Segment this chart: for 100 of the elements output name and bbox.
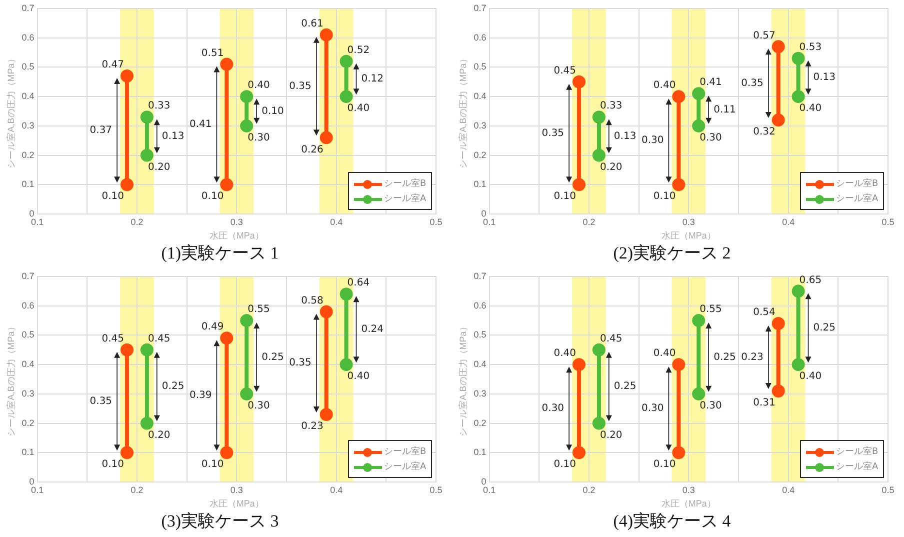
point bbox=[240, 119, 254, 132]
y-tick-label: 0.1 bbox=[22, 447, 34, 458]
point bbox=[772, 384, 785, 398]
y-axis-title: シール室A,Bの圧力（MPa） bbox=[6, 322, 16, 436]
x-axis-title: 水圧（MPa） bbox=[661, 498, 716, 509]
data-label: 0.33 bbox=[148, 100, 170, 112]
y-tick-label: 0.7 bbox=[22, 2, 34, 13]
legend-label: シール室B bbox=[836, 178, 878, 190]
annotation: 0.41 bbox=[189, 119, 212, 130]
point bbox=[120, 343, 134, 356]
point bbox=[120, 446, 134, 460]
text: (2)実験ケース 2 bbox=[613, 243, 731, 262]
y-tick-label: 0.6 bbox=[22, 32, 34, 42]
y-tick-label: 0.1 bbox=[474, 179, 486, 190]
annotation: 0.24 bbox=[361, 324, 384, 335]
x-tick-label: 0.4 bbox=[330, 484, 343, 495]
annotation: 0.30 bbox=[641, 135, 664, 146]
data-label: 0.30 bbox=[248, 400, 270, 412]
annotation: 0.13 bbox=[813, 72, 836, 84]
y-tick-label: 0.7 bbox=[474, 2, 486, 13]
y-tick-label: 0 bbox=[29, 476, 34, 486]
annotation: 0.35 bbox=[289, 358, 312, 369]
data-label: 0.51 bbox=[201, 48, 224, 59]
x-tick-label: 0.3 bbox=[682, 484, 695, 495]
point bbox=[772, 316, 785, 330]
data-label: 0.45 bbox=[148, 333, 170, 344]
point bbox=[220, 332, 234, 345]
legend-label: シール室B bbox=[836, 446, 878, 458]
text: (3)実験ケース 3 bbox=[161, 511, 279, 530]
annotation: 0.25 bbox=[262, 352, 284, 363]
point bbox=[120, 178, 134, 192]
y-tick-label: 0.2 bbox=[474, 150, 486, 160]
x-tick-label: 0.4 bbox=[782, 216, 795, 227]
x-axis-title: 水圧（MPa） bbox=[661, 230, 716, 241]
legend-label: シール室A bbox=[384, 192, 426, 205]
data-label: 0.49 bbox=[201, 322, 224, 333]
annotation: 0.35 bbox=[289, 80, 312, 92]
point bbox=[772, 114, 785, 127]
point bbox=[140, 343, 154, 356]
data-label: 0.54 bbox=[753, 307, 776, 318]
annotation: 0.35 bbox=[542, 128, 564, 139]
y-tick-label: 0.2 bbox=[22, 418, 34, 428]
annotation: 0.25 bbox=[614, 381, 636, 392]
y-axis-title: シール室A,Bの圧力（MPa） bbox=[458, 54, 468, 168]
data-label: 0.31 bbox=[753, 398, 776, 409]
point bbox=[672, 358, 686, 372]
point bbox=[320, 28, 333, 42]
y-tick-label: 0.5 bbox=[474, 330, 486, 340]
legend-label: シール室A bbox=[384, 460, 426, 473]
data-label: 0.40 bbox=[799, 371, 822, 382]
point bbox=[220, 58, 234, 71]
point bbox=[340, 90, 353, 104]
annotation: 0.13 bbox=[162, 130, 184, 142]
data-label: 0.40 bbox=[347, 103, 370, 114]
data-label: 0.64 bbox=[347, 278, 370, 289]
x-tick-label: 0.5 bbox=[882, 484, 894, 495]
data-label: 0.33 bbox=[600, 100, 622, 112]
annotation: 0.11 bbox=[714, 104, 736, 116]
text: (4)実験ケース 4 bbox=[613, 511, 732, 530]
data-label: 0.45 bbox=[554, 65, 576, 76]
y-tick-label: 0.4 bbox=[22, 359, 34, 370]
y-tick-label: 0.5 bbox=[22, 62, 34, 72]
data-label: 0.40 bbox=[799, 103, 822, 114]
point bbox=[572, 75, 586, 88]
y-tick-label: 0.3 bbox=[22, 120, 34, 130]
data-label: 0.40 bbox=[653, 348, 676, 360]
y-tick-label: 0.3 bbox=[474, 388, 486, 398]
annotation: 0.23 bbox=[741, 352, 764, 363]
point bbox=[240, 387, 254, 400]
y-tick-label: 0 bbox=[481, 476, 486, 486]
data-label: 0.23 bbox=[301, 421, 324, 432]
data-label: 0.55 bbox=[248, 304, 270, 316]
data-label: 0.45 bbox=[600, 333, 622, 344]
x-tick-label: 0.2 bbox=[582, 484, 596, 495]
y-tick-label: 0.4 bbox=[474, 91, 486, 102]
point bbox=[320, 305, 333, 318]
annotation: 0.25 bbox=[714, 352, 736, 363]
point bbox=[340, 54, 353, 68]
point bbox=[140, 110, 154, 124]
point bbox=[140, 416, 154, 430]
annotation: 0.12 bbox=[361, 74, 384, 85]
data-label: 0.10 bbox=[102, 191, 124, 202]
data-label: 0.30 bbox=[700, 132, 722, 144]
annotation: 0.10 bbox=[262, 106, 284, 117]
legend-label: シール室B bbox=[384, 446, 426, 458]
data-label: 0.40 bbox=[248, 80, 270, 92]
y-tick-label: 0.5 bbox=[22, 330, 34, 340]
data-label: 0.55 bbox=[700, 304, 722, 316]
data-label: 0.30 bbox=[700, 400, 722, 412]
point bbox=[672, 90, 686, 104]
x-axis-title: 水圧（MPa） bbox=[209, 230, 264, 241]
y-axis-title: シール室A,Bの圧力（MPa） bbox=[6, 54, 16, 168]
point bbox=[592, 416, 606, 430]
point bbox=[340, 288, 353, 301]
annotation: 0.37 bbox=[90, 124, 112, 136]
point bbox=[220, 178, 234, 192]
point bbox=[592, 110, 606, 124]
data-label: 0.10 bbox=[653, 191, 676, 202]
y-tick-label: 0.3 bbox=[474, 120, 486, 130]
point bbox=[672, 178, 686, 192]
